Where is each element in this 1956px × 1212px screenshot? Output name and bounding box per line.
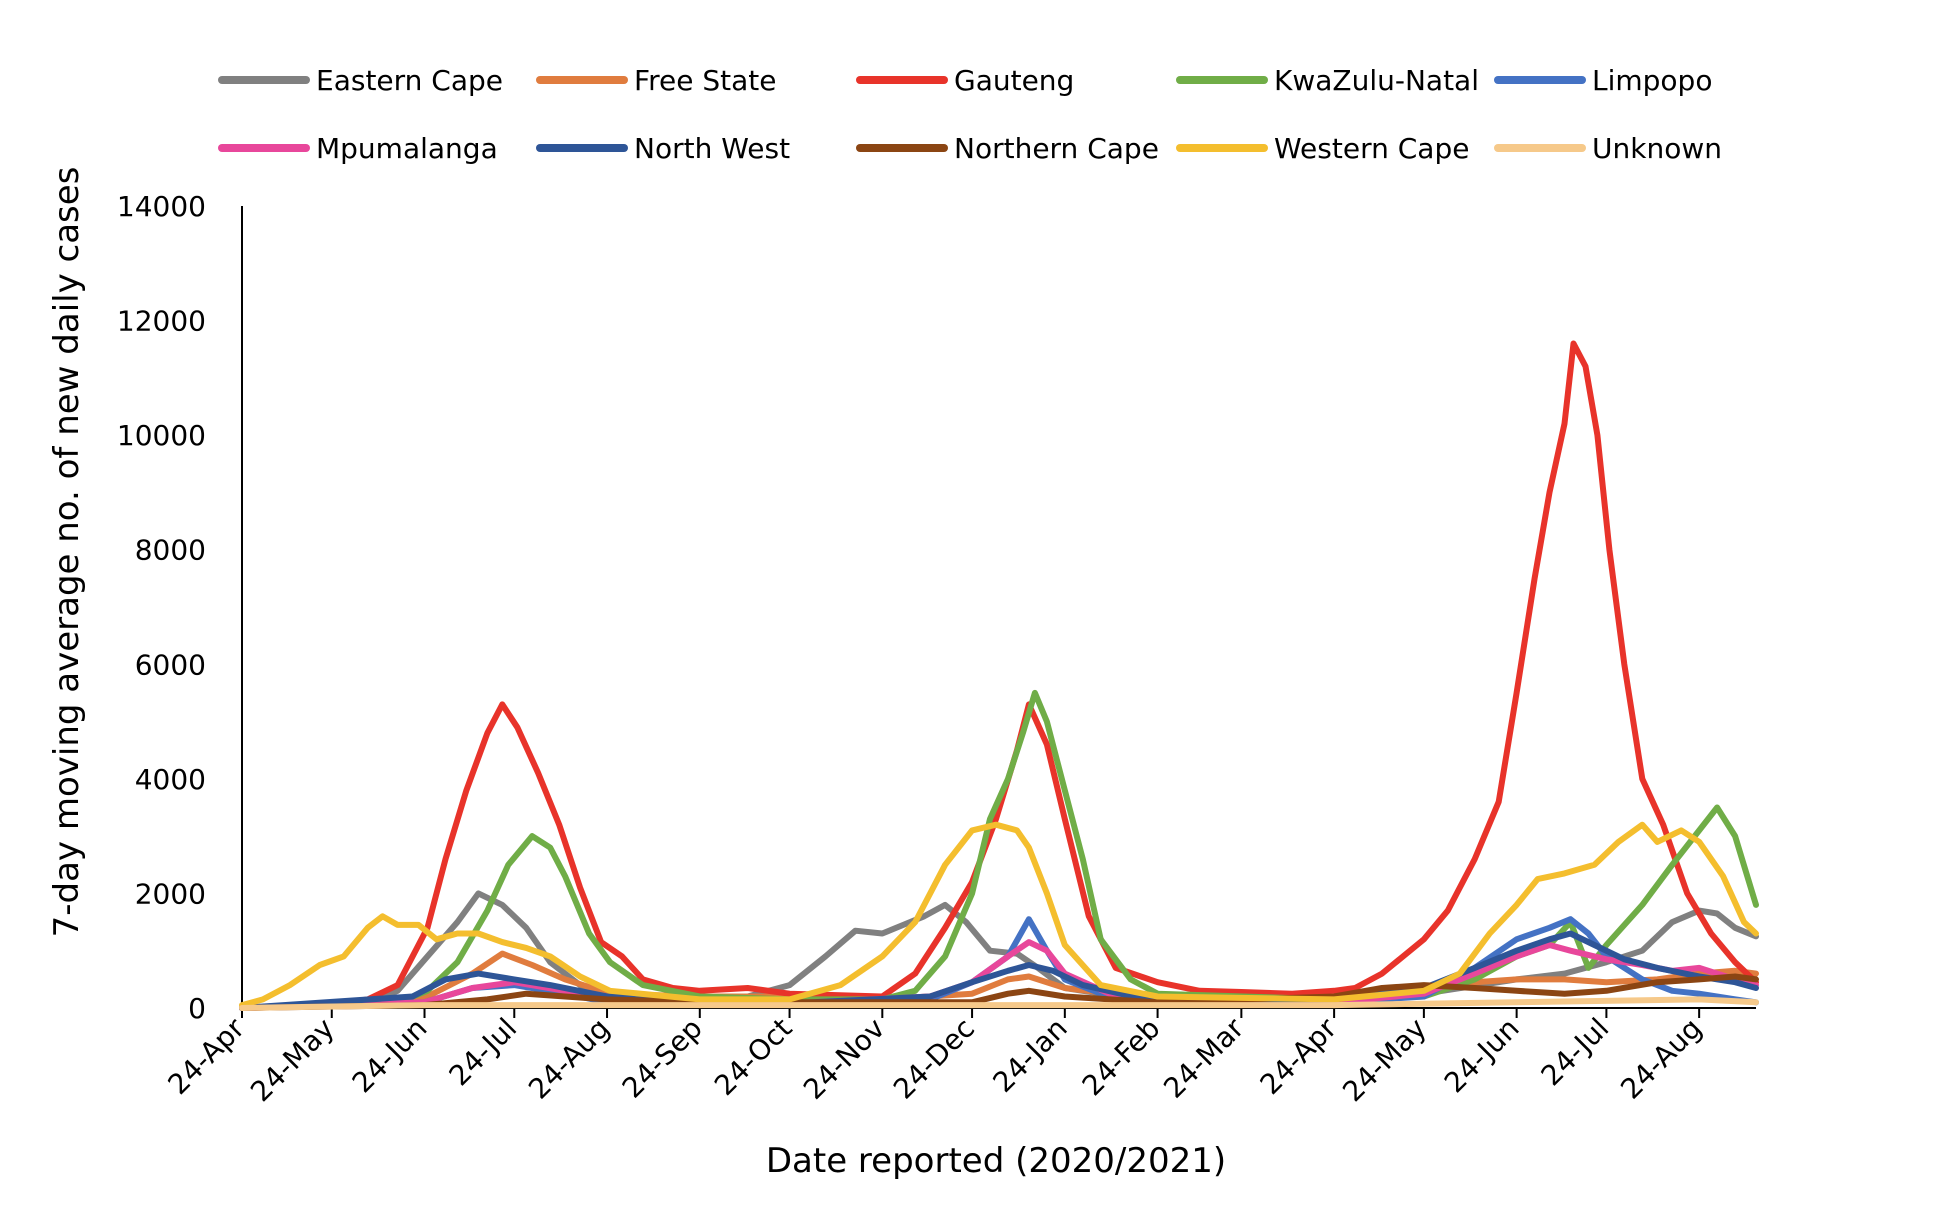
x-tick-label: 24-May [244, 1012, 341, 1109]
x-tick-label: 24-Dec [887, 1012, 981, 1106]
legend-label: Northern Cape [954, 132, 1159, 165]
legend-label: Unknown [1592, 132, 1722, 165]
chart-series [239, 340, 1759, 1011]
x-tick-label: 24-Jan [986, 1012, 1073, 1099]
x-tick-label: 24-Jun [346, 1012, 434, 1100]
y-tick-label: 8000 [135, 534, 206, 567]
x-tick-label: 24-Aug [522, 1012, 616, 1106]
x-tick-label: 24-Apr [1254, 1011, 1344, 1101]
x-tick-label: 24-Oct [708, 1012, 798, 1102]
x-tick-label: 24-Jun [1438, 1012, 1526, 1100]
chart-legend: Eastern Cape Free State Gauteng KwaZulu-Nat… [218, 64, 1722, 165]
y-axis: 0 2000 4000 6000 8000 10000 12000 14000 [117, 190, 243, 1025]
y-tick-label: 4000 [135, 763, 206, 796]
legend-label: Limpopo [1592, 64, 1712, 97]
legend-label: KwaZulu-Natal [1274, 64, 1479, 97]
x-tick-label: 24-Aug [1614, 1012, 1708, 1106]
series-line-kwazulu-natal [239, 689, 1759, 1011]
y-tick-label: 12000 [117, 305, 206, 338]
y-tick-label: 14000 [117, 190, 206, 223]
y-tick-label: 10000 [117, 419, 206, 452]
series-line-north-west [239, 930, 1759, 1011]
x-axis-title: Date reported (2020/2021) [766, 1141, 1226, 1181]
y-tick-label: 0 [188, 992, 206, 1025]
x-tick-label: 24-Apr [161, 1011, 251, 1101]
legend-label: North West [634, 132, 790, 165]
y-axis-title: 7-day moving average no. of new daily ca… [47, 167, 87, 938]
y-tick-label: 6000 [135, 648, 206, 681]
legend-label: Gauteng [954, 64, 1074, 97]
x-tick-label: 24-Feb [1076, 1012, 1167, 1103]
series-line-unknown [239, 996, 1759, 1011]
x-tick-label: 24-Nov [797, 1012, 891, 1106]
x-tick-label: 24-Jul [443, 1012, 524, 1093]
legend-label: Eastern Cape [316, 64, 503, 97]
series-line-western-cape [239, 821, 1759, 1009]
legend-label: Western Cape [1274, 132, 1469, 165]
legend-label: Mpumalanga [316, 132, 498, 165]
y-tick-label: 2000 [135, 877, 206, 910]
series-line-gauteng [239, 340, 1759, 1011]
x-tick-label: 24-Sep [616, 1012, 709, 1105]
series-line-free-state [239, 950, 1759, 1011]
series-line-northern-cape [239, 973, 1759, 1011]
legend-label: Free State [634, 64, 776, 97]
x-tick-label: 24-May [1336, 1012, 1433, 1109]
x-tick-label: 24-Mar [1157, 1011, 1250, 1104]
x-tick-label: 24-Jul [1535, 1012, 1616, 1093]
